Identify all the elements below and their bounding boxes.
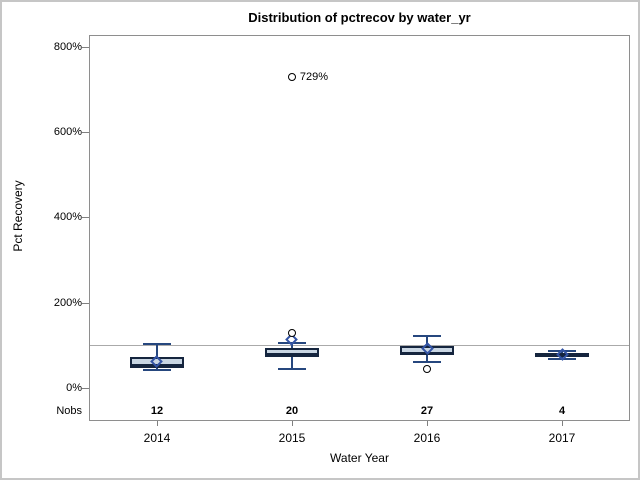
- whisker-line-lower: [155, 367, 158, 370]
- category-label: 2014: [143, 431, 171, 445]
- median-line: [129, 363, 184, 366]
- category-label: 2017: [548, 431, 576, 445]
- y-tick-label: 0%: [66, 382, 82, 394]
- reference-line: [90, 345, 629, 346]
- median-line: [535, 353, 590, 356]
- whisker-cap-upper: [277, 342, 306, 345]
- box: [264, 347, 319, 357]
- whisker-line-upper: [290, 343, 293, 348]
- whisker-cap-upper: [548, 350, 577, 353]
- whisker-cap-lower: [142, 368, 171, 371]
- outlier-marker: [423, 364, 432, 373]
- category-label: 2015: [278, 431, 306, 445]
- category-label: 2016: [413, 431, 441, 445]
- y-tick-label: 600%: [53, 126, 82, 138]
- whisker-cap-lower: [413, 361, 442, 364]
- outlier-marker: [287, 328, 296, 337]
- outlier-marker: [287, 72, 296, 81]
- nobs-value: 27: [420, 405, 434, 417]
- y-tick-label: 800%: [53, 41, 82, 53]
- whisker-line-upper: [155, 344, 158, 357]
- whisker-cap-lower: [548, 357, 577, 360]
- nobs-value: 4: [558, 405, 566, 417]
- box: [129, 356, 184, 368]
- whisker-line-lower: [290, 356, 293, 370]
- y-tick-mark: [82, 303, 89, 304]
- nobs-value: 12: [150, 405, 164, 417]
- whisker-cap-upper: [142, 343, 171, 346]
- y-tick-label: 400%: [53, 211, 82, 223]
- nobs-value: 20: [285, 405, 299, 417]
- y-tick-mark: [82, 132, 89, 133]
- y-tick-label: 200%: [53, 297, 82, 309]
- y-tick-mark: [82, 47, 89, 48]
- whisker-line-upper: [426, 335, 429, 346]
- x-tick-mark: [427, 421, 428, 426]
- y-tick-mark: [82, 217, 89, 218]
- median-line: [264, 353, 319, 356]
- x-tick-mark: [292, 421, 293, 426]
- outlier-label: 729%: [299, 70, 329, 83]
- whisker-cap-lower: [277, 368, 306, 371]
- x-tick-mark: [562, 421, 563, 426]
- chart-title: Distribution of pctrecov by water_yr: [248, 10, 471, 25]
- x-tick-mark: [157, 421, 158, 426]
- x-axis-title: Water Year: [330, 451, 389, 465]
- whisker-line-lower: [426, 354, 429, 363]
- median-line: [400, 351, 455, 354]
- y-tick-mark: [82, 388, 89, 389]
- nobs-label: Nobs: [56, 405, 82, 417]
- y-axis-title: Pct Recovery: [11, 180, 25, 252]
- whisker-cap-upper: [413, 334, 442, 337]
